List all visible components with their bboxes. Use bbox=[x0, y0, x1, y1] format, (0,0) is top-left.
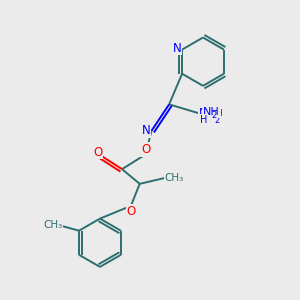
Text: 2: 2 bbox=[211, 111, 216, 120]
Text: H: H bbox=[216, 109, 222, 118]
Text: O: O bbox=[127, 205, 136, 218]
Text: N: N bbox=[142, 124, 151, 137]
Text: H: H bbox=[200, 115, 208, 125]
Text: O: O bbox=[93, 146, 103, 159]
Text: NH: NH bbox=[203, 107, 220, 117]
Text: NH: NH bbox=[199, 108, 215, 118]
Text: O: O bbox=[141, 143, 150, 156]
Text: 2: 2 bbox=[214, 116, 219, 124]
Text: CH₃: CH₃ bbox=[164, 173, 184, 183]
Text: CH₃: CH₃ bbox=[43, 220, 62, 230]
Text: N: N bbox=[172, 42, 181, 55]
